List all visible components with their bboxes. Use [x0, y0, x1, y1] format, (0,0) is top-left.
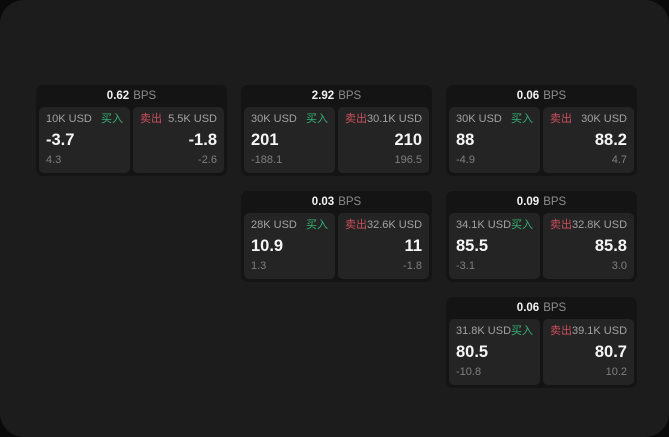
sell-panel[interactable]: 卖出 5.5K USD -1.8 -2.6 — [133, 107, 224, 173]
buy-sub-value: 4.3 — [46, 154, 62, 166]
sell-value: 210 — [394, 131, 422, 149]
bps-value: 0.62 — [106, 90, 130, 102]
bps-header: 2.92 BPS — [241, 85, 432, 107]
buy-value: 10.9 — [251, 237, 284, 255]
quote-card: 0.03 BPS 28K USD 买入 10.9 1.3 卖出 32.6K US… — [241, 191, 432, 282]
buy-panel[interactable]: 10K USD 买入 -3.7 4.3 — [39, 107, 130, 173]
sell-sub-value: 196.5 — [394, 154, 422, 166]
sell-label: 卖出 — [550, 219, 572, 231]
buy-label: 买入 — [511, 113, 533, 125]
buy-amount: 30K USD — [456, 113, 502, 125]
buy-sub-value: -10.8 — [456, 366, 482, 378]
sell-sub-value: 10.2 — [605, 366, 627, 378]
buy-amount: 34.1K USD — [456, 219, 512, 231]
buy-panel[interactable]: 30K USD 买入 88 -4.9 — [449, 107, 540, 173]
buy-label: 买入 — [306, 219, 328, 231]
buy-value: -3.7 — [46, 131, 75, 149]
bps-value: 0.09 — [516, 196, 540, 208]
buy-panel[interactable]: 30K USD 买入 201 -188.1 — [244, 107, 335, 173]
buy-sell-panels: 10K USD 买入 -3.7 4.3 卖出 5.5K USD -1.8 -2.… — [36, 107, 227, 176]
sell-amount: 39.1K USD — [571, 325, 628, 337]
sell-amount: 32.6K USD — [366, 219, 423, 231]
buy-label: 买入 — [306, 113, 328, 125]
sell-sub-value: -1.8 — [403, 260, 422, 272]
quote-card: 0.06 BPS 30K USD 买入 88 -4.9 卖出 30K USD — [446, 85, 637, 176]
buy-sell-panels: 30K USD 买入 88 -4.9 卖出 30K USD 88.2 4.7 — [446, 107, 637, 176]
bps-unit-label: BPS — [133, 90, 157, 102]
sell-amount: 30.1K USD — [366, 113, 423, 125]
sell-panel[interactable]: 卖出 30.1K USD 210 196.5 — [338, 107, 429, 173]
sell-label: 卖出 — [140, 113, 162, 125]
bps-unit-label: BPS — [543, 302, 567, 314]
buy-panel[interactable]: 31.8K USD 买入 80.5 -10.8 — [449, 319, 540, 385]
sell-label: 卖出 — [345, 219, 367, 231]
buy-panel[interactable]: 28K USD 买入 10.9 1.3 — [244, 213, 335, 279]
bps-header: 0.09 BPS — [446, 191, 637, 213]
buy-value: 80.5 — [456, 343, 489, 361]
buy-amount: 10K USD — [46, 113, 92, 125]
sell-amount: 30K USD — [581, 113, 627, 125]
bps-header: 0.03 BPS — [241, 191, 432, 213]
sell-panel[interactable]: 卖出 30K USD 88.2 4.7 — [543, 107, 634, 173]
sell-panel[interactable]: 卖出 32.8K USD 85.8 3.0 — [543, 213, 634, 279]
bps-header: 0.06 BPS — [446, 297, 637, 319]
sell-value: 88.2 — [594, 131, 627, 149]
bps-value: 2.92 — [311, 90, 335, 102]
sell-amount: 32.8K USD — [571, 219, 628, 231]
sell-sub-value: 3.0 — [611, 260, 627, 272]
buy-label: 买入 — [511, 219, 534, 231]
buy-amount: 31.8K USD — [456, 325, 512, 337]
sell-label: 卖出 — [550, 325, 572, 337]
buy-sub-value: 1.3 — [251, 260, 267, 272]
buy-sub-value: -3.1 — [456, 260, 475, 272]
buy-value: 201 — [251, 131, 279, 149]
buy-sell-panels: 28K USD 买入 10.9 1.3 卖出 32.6K USD 11 -1.8 — [241, 213, 432, 282]
buy-label: 买入 — [511, 325, 534, 337]
sell-value: -1.8 — [188, 131, 217, 149]
buy-sell-panels: 34.1K USD 买入 85.5 -3.1 卖出 32.8K USD 85.8… — [446, 213, 637, 282]
bps-unit-label: BPS — [338, 196, 362, 208]
buy-value: 85.5 — [456, 237, 489, 255]
sell-value: 11 — [404, 237, 422, 255]
buy-value: 88 — [456, 131, 475, 149]
bps-unit-label: BPS — [338, 90, 362, 102]
sell-amount: 5.5K USD — [168, 113, 217, 125]
quote-card: 0.09 BPS 34.1K USD 买入 85.5 -3.1 卖出 32.8K… — [446, 191, 637, 282]
buy-label: 买入 — [101, 113, 123, 125]
buy-sub-value: -188.1 — [251, 154, 283, 166]
buy-sub-value: -4.9 — [456, 154, 475, 166]
sell-label: 卖出 — [550, 113, 572, 125]
bps-header: 0.62 BPS — [36, 85, 227, 107]
buy-amount: 30K USD — [251, 113, 297, 125]
bps-value: 0.06 — [516, 90, 540, 102]
buy-panel[interactable]: 34.1K USD 买入 85.5 -3.1 — [449, 213, 540, 279]
quote-card: 0.62 BPS 10K USD 买入 -3.7 4.3 卖出 5.5K USD — [36, 85, 227, 176]
bps-unit-label: BPS — [543, 196, 567, 208]
quote-card: 2.92 BPS 30K USD 买入 201 -188.1 卖出 30.1K … — [241, 85, 432, 176]
buy-sell-panels: 31.8K USD 买入 80.5 -10.8 卖出 39.1K USD 80.… — [446, 319, 637, 388]
bps-value: 0.06 — [516, 302, 540, 314]
bps-value: 0.03 — [311, 196, 335, 208]
quote-card: 0.06 BPS 31.8K USD 买入 80.5 -10.8 卖出 39.1… — [446, 297, 637, 388]
buy-amount: 28K USD — [251, 219, 297, 231]
sell-value: 85.8 — [594, 237, 627, 255]
sell-label: 卖出 — [345, 113, 367, 125]
quote-card-grid: 0.62 BPS 10K USD 买入 -3.7 4.3 卖出 5.5K USD — [36, 85, 637, 388]
sell-value: 80.7 — [594, 343, 627, 361]
buy-sell-panels: 30K USD 买入 201 -188.1 卖出 30.1K USD 210 1… — [241, 107, 432, 176]
sell-panel[interactable]: 卖出 32.6K USD 11 -1.8 — [338, 213, 429, 279]
sell-panel[interactable]: 卖出 39.1K USD 80.7 10.2 — [543, 319, 634, 385]
bps-unit-label: BPS — [543, 90, 567, 102]
sell-sub-value: -2.6 — [198, 154, 217, 166]
sell-sub-value: 4.7 — [611, 154, 627, 166]
bps-header: 0.06 BPS — [446, 85, 637, 107]
